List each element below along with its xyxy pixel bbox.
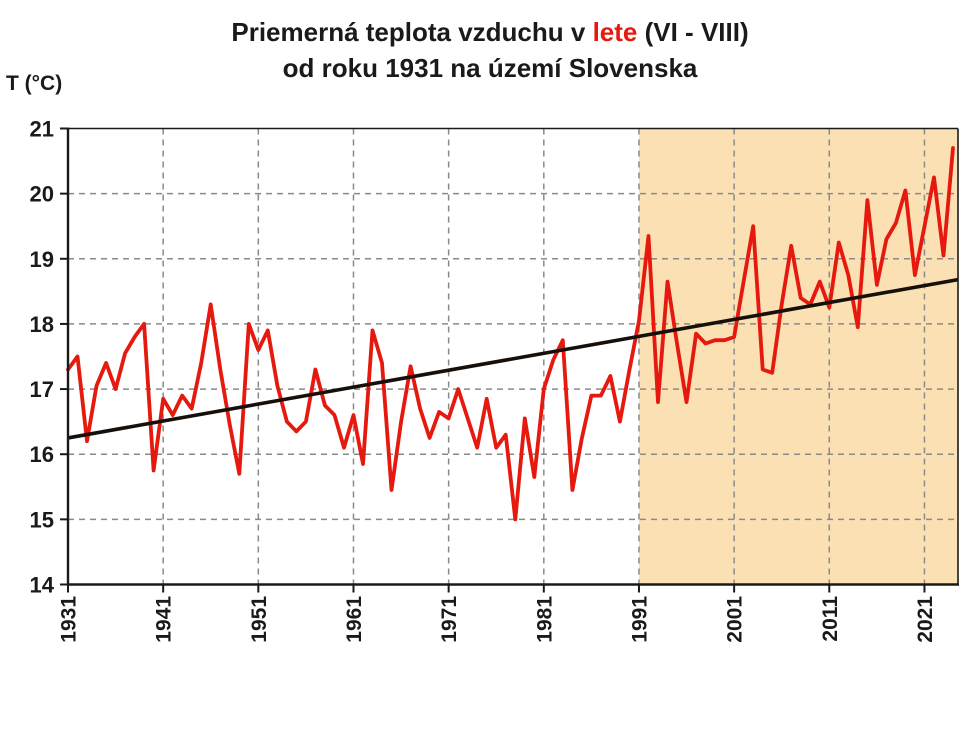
temperature-series-line [66,146,955,522]
x-tick-label: 1931 [58,596,81,643]
x-tick-label: 2011 [819,596,842,642]
y-tick-label: 19 [30,247,54,272]
x-tick-label: 1981 [533,596,556,643]
y-tick-label: 21 [30,117,54,142]
y-tick-label: 14 [30,573,55,598]
y-tick-label: 20 [30,182,54,207]
highlight-region [638,128,958,585]
x-tick-label: 1991 [628,596,651,643]
chart-title: Priemerná teplota vzduchu v lete (VI - V… [0,14,980,86]
y-tick-label: 18 [30,312,54,337]
y-axis-unit-label: T (°C) [6,72,63,95]
title-prefix: Priemerná teplota vzduchu v [231,17,593,47]
title-suffix: (VI - VIII) [637,17,749,47]
y-tick-label: 17 [30,377,54,402]
title-highlight-word: lete [592,17,638,47]
chart-title-line2: od roku 1931 na území Slovenska [282,53,698,83]
y-tick-label: 16 [30,442,54,467]
x-tick-label: 1941 [153,596,176,643]
x-tick-label: 2021 [914,596,937,643]
chart-title-line1: Priemerná teplota vzduchu v lete (VI - V… [0,14,980,50]
x-tick-label: 1961 [343,596,366,643]
trend-line [67,277,959,440]
x-tick-label: 1951 [248,596,271,643]
x-tick-label: 2001 [724,596,747,643]
y-tick-label: 15 [30,507,54,532]
x-tick-label: 1971 [438,596,461,643]
